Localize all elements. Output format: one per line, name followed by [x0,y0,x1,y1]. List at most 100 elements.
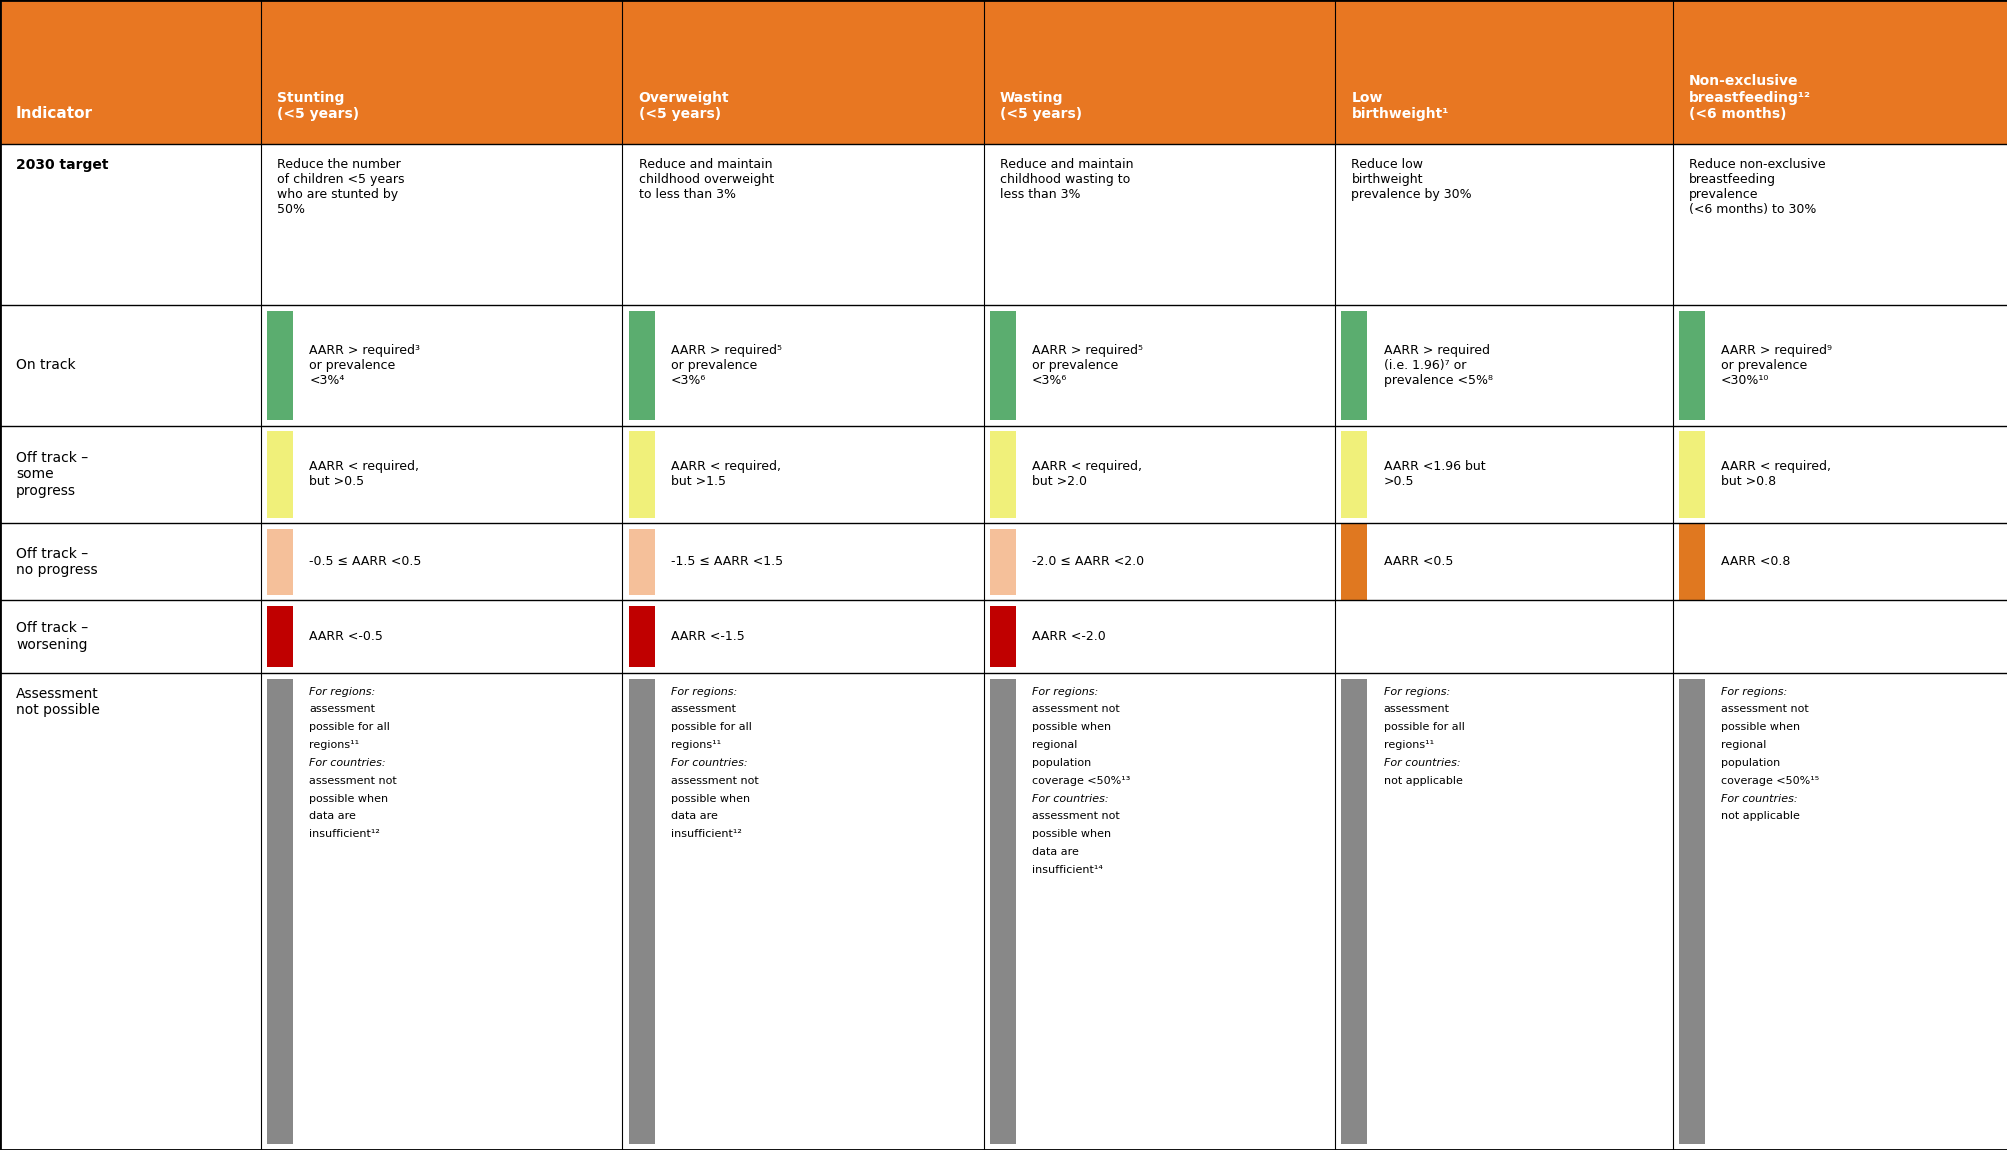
Bar [0,426,2007,523]
Text: assessment not: assessment not [1720,704,1808,714]
Text: possible when: possible when [1032,722,1110,733]
Text: For countries:: For countries: [309,758,385,768]
Text: coverage <50%¹³: coverage <50%¹³ [1032,776,1130,785]
Text: AARR < required,
but >0.8: AARR < required, but >0.8 [1720,460,1830,489]
Text: regions¹¹: regions¹¹ [1383,741,1433,750]
Text: AARR <0.8: AARR <0.8 [1720,555,1790,568]
Text: Low
birthweight¹: Low birthweight¹ [1351,91,1447,121]
Text: Wasting
(<5 years): Wasting (<5 years) [999,91,1082,121]
Text: possible when: possible when [1720,722,1798,733]
Bar [267,678,293,1144]
Text: AARR < required,
but >0.5: AARR < required, but >0.5 [309,460,419,489]
Text: possible when: possible when [1032,829,1110,840]
Text: population: population [1720,758,1780,768]
Bar [1341,523,1367,673]
Text: Stunting
(<5 years): Stunting (<5 years) [277,91,359,121]
Text: assessment not: assessment not [1032,704,1120,714]
Text: regions¹¹: regions¹¹ [309,741,359,750]
Text: Indicator: Indicator [16,106,92,121]
Text: For regions:: For regions: [1383,687,1449,697]
Bar [267,431,293,518]
Text: AARR > required
(i.e. 1.96)⁷ or
prevalence <5%⁸: AARR > required (i.e. 1.96)⁷ or prevalen… [1383,344,1491,386]
Bar [628,310,654,420]
Text: For countries:: For countries: [1032,793,1108,804]
Bar [1341,678,1367,1144]
Text: possible for all: possible for all [309,722,389,733]
Text: Reduce and maintain
childhood wasting to
less than 3%: Reduce and maintain childhood wasting to… [999,158,1132,200]
Bar [267,529,293,595]
Text: For countries:: For countries: [1383,758,1459,768]
Text: insufficient¹⁴: insufficient¹⁴ [1032,865,1102,875]
Text: data are: data are [670,812,716,821]
Text: possible when: possible when [309,793,387,804]
Bar [989,310,1016,420]
Text: AARR < required,
but >2.0: AARR < required, but >2.0 [1032,460,1142,489]
Bar [989,431,1016,518]
Text: For regions:: For regions: [309,687,375,697]
Text: regional: regional [1720,741,1766,750]
Bar [1678,310,1704,420]
Bar [1341,431,1367,518]
Bar [0,144,2007,305]
Text: assessment: assessment [1383,704,1449,714]
Text: regional: regional [1032,741,1078,750]
Text: Non-exclusive
breastfeeding¹²
(<6 months): Non-exclusive breastfeeding¹² (<6 months… [1688,75,1810,121]
Text: For countries:: For countries: [670,758,747,768]
Text: For regions:: For regions: [1032,687,1098,697]
Text: -0.5 ≤ AARR <0.5: -0.5 ≤ AARR <0.5 [309,555,421,568]
Bar [989,606,1016,667]
Bar [628,678,654,1144]
Text: not applicable: not applicable [1383,776,1461,785]
Text: possible for all: possible for all [1383,722,1463,733]
Text: assessment not: assessment not [309,776,397,785]
Bar [1678,523,1704,673]
Bar [628,431,654,518]
Text: -1.5 ≤ AARR <1.5: -1.5 ≤ AARR <1.5 [670,555,783,568]
Text: AARR <1.96 but
>0.5: AARR <1.96 but >0.5 [1383,460,1485,489]
Text: data are: data are [309,812,355,821]
Bar [0,600,2007,673]
Text: population: population [1032,758,1092,768]
Text: Reduce the number
of children <5 years
who are stunted by
50%: Reduce the number of children <5 years w… [277,158,403,215]
Bar [0,523,2007,600]
Text: -2.0 ≤ AARR <2.0: -2.0 ≤ AARR <2.0 [1032,555,1144,568]
Bar [1678,431,1704,518]
Text: assessment: assessment [309,704,375,714]
Bar [1341,310,1367,420]
Text: insufficient¹²: insufficient¹² [670,829,741,840]
Text: Assessment
not possible: Assessment not possible [16,687,100,716]
Text: possible when: possible when [670,793,749,804]
Text: AARR <0.5: AARR <0.5 [1383,555,1453,568]
Bar [267,310,293,420]
Text: For countries:: For countries: [1720,793,1796,804]
Text: AARR > required⁹
or prevalence
<30%¹⁰: AARR > required⁹ or prevalence <30%¹⁰ [1720,344,1830,386]
Text: Reduce and maintain
childhood overweight
to less than 3%: Reduce and maintain childhood overweight… [638,158,773,200]
Text: AARR < required,
but >1.5: AARR < required, but >1.5 [670,460,781,489]
Text: AARR <-1.5: AARR <-1.5 [670,630,745,643]
Text: AARR > required⁵
or prevalence
<3%⁶: AARR > required⁵ or prevalence <3%⁶ [670,344,781,386]
Text: AARR > required³
or prevalence
<3%⁴: AARR > required³ or prevalence <3%⁴ [309,344,419,386]
Text: Overweight
(<5 years): Overweight (<5 years) [638,91,729,121]
Text: 2030 target: 2030 target [16,158,108,171]
Text: For regions:: For regions: [670,687,737,697]
Bar [0,673,2007,1150]
Bar [628,529,654,595]
Text: Off track –
worsening: Off track – worsening [16,621,88,652]
Text: AARR > required⁵
or prevalence
<3%⁶: AARR > required⁵ or prevalence <3%⁶ [1032,344,1142,386]
Bar [989,529,1016,595]
Bar [1678,678,1704,1144]
Bar [0,305,2007,426]
Text: insufficient¹²: insufficient¹² [309,829,379,840]
Bar [267,606,293,667]
Text: regions¹¹: regions¹¹ [670,741,721,750]
Text: Reduce low
birthweight
prevalence by 30%: Reduce low birthweight prevalence by 30% [1351,158,1471,200]
Bar [0,0,2007,144]
Text: assessment: assessment [670,704,737,714]
Text: not applicable: not applicable [1720,812,1798,821]
Text: possible for all: possible for all [670,722,751,733]
Text: data are: data are [1032,848,1078,857]
Bar [989,678,1016,1144]
Text: Reduce non-exclusive
breastfeeding
prevalence
(<6 months) to 30%: Reduce non-exclusive breastfeeding preva… [1688,158,1824,215]
Text: For regions:: For regions: [1720,687,1786,697]
Text: Off track –
some
progress: Off track – some progress [16,451,88,498]
